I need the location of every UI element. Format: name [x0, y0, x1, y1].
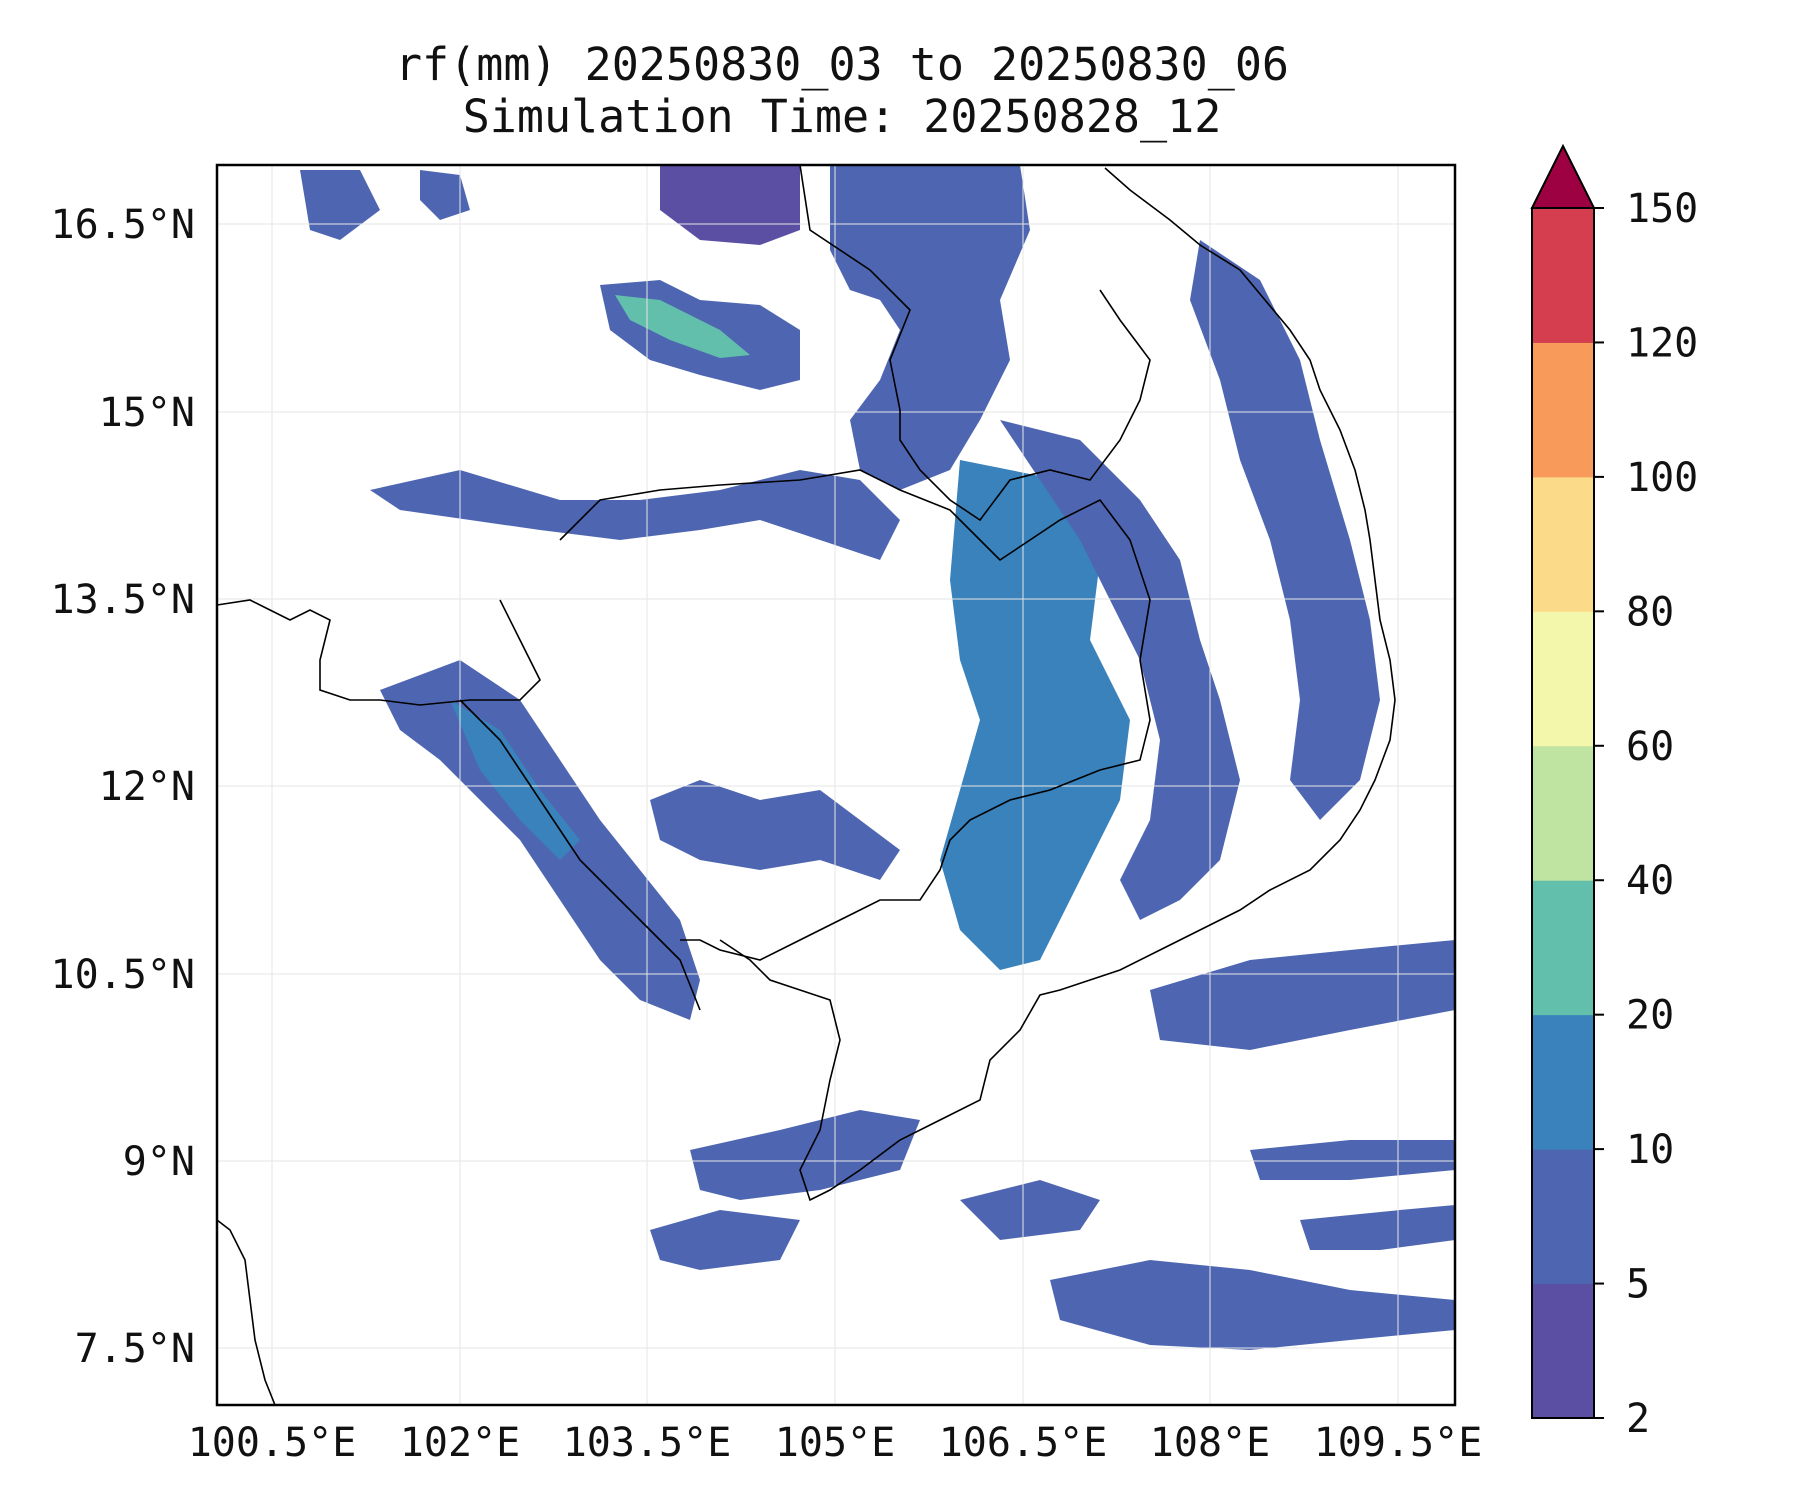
rainfall-field — [300, 165, 1455, 1350]
colorbar-tick-label: 150 — [1626, 186, 1698, 232]
colorbar-tick-label: 40 — [1626, 858, 1674, 904]
lon-tick-label: 103.5°E — [563, 1420, 732, 1466]
rain-region-south-sea-4 — [960, 1180, 1100, 1240]
colorbar-frame — [1531, 207, 1595, 1419]
rain-region-northwest — [300, 170, 380, 240]
rain-region-east-highlands-outer — [1000, 420, 1240, 920]
rain-region-south-sea-1 — [690, 1110, 920, 1200]
lon-tick-label: 108°E — [1150, 1420, 1270, 1466]
rain-region-south-coast — [1150, 940, 1455, 1050]
colorbar-swatch — [1532, 208, 1594, 343]
rain-region-north-east — [830, 165, 1030, 490]
coastline-malay — [217, 1219, 276, 1405]
lon-tick-label: 105°E — [775, 1420, 895, 1466]
lat-tick-labels: 16.5°N 15°N 13.5°N 12°N 10.5°N 9°N 7.5°N — [51, 202, 196, 1372]
rain-belt-central — [370, 470, 900, 560]
rain-region-coast-east — [1190, 240, 1380, 820]
coastline-thailand-gulf — [459, 699, 701, 1011]
rain-region-south-sea-6 — [1300, 1205, 1455, 1250]
rain-band-teal-core — [615, 295, 750, 358]
colorbar-tick-label: 5 — [1626, 1262, 1650, 1308]
title-line-1: rf(mm) 20250830_03 to 20250830_06 — [395, 38, 1289, 91]
rain-region-south-sea-2 — [650, 1210, 800, 1270]
colorbar-tick-label: 80 — [1626, 589, 1674, 635]
lat-tick-label: 16.5°N — [51, 202, 196, 248]
rain-region-east-highlands — [940, 460, 1130, 970]
map-frame — [215, 163, 1457, 1407]
colorbar-swatch — [1532, 1014, 1594, 1150]
colorbar-swatch — [1532, 476, 1594, 612]
lat-tick-label: 9°N — [123, 1139, 195, 1185]
lat-tick-label: 7.5°N — [75, 1326, 195, 1372]
rain-region-mekong-west — [650, 780, 900, 880]
rain-region-gulf-coast-core — [450, 700, 580, 860]
colorbar-swatch — [1532, 342, 1594, 478]
colorbar-extend-arrow — [1530, 143, 1596, 209]
colorbar-swatch — [1532, 611, 1594, 747]
lat-tick-label: 13.5°N — [51, 577, 196, 623]
gridlines — [217, 165, 1455, 1405]
map-panel — [215, 163, 1457, 1407]
title-line-2: Simulation Time: 20250828_12 — [463, 90, 1222, 143]
rain-region-north — [660, 165, 800, 245]
border-thailand-cambodia — [217, 599, 541, 706]
lon-tick-labels: 100.5°E 102°E 103.5°E 105°E 106.5°E 108°… — [188, 1420, 1483, 1466]
colorbar-tick-label: 20 — [1626, 993, 1674, 1039]
border-cambodia — [559, 469, 1151, 961]
lat-tick-label: 12°N — [99, 764, 195, 810]
lon-tick-label: 106.5°E — [939, 1420, 1108, 1466]
colorbar-tick-label: 100 — [1626, 455, 1698, 501]
lon-tick-label: 102°E — [400, 1420, 520, 1466]
lon-tick-label: 109.5°E — [1314, 1420, 1483, 1466]
colorbar-swatch — [1532, 745, 1594, 881]
rain-region-south-sea-5 — [1250, 1140, 1455, 1180]
colorbar-swatch — [1532, 1149, 1594, 1285]
colorbar-tick-label: 120 — [1626, 320, 1698, 366]
colorbar-tick-label: 2 — [1626, 1396, 1650, 1442]
colorbar-swatch — [1532, 1283, 1594, 1419]
rain-region-south-sea-3 — [1050, 1260, 1455, 1350]
lon-tick-label: 100.5°E — [188, 1420, 357, 1466]
colorbar-swatch — [1532, 880, 1594, 1016]
colorbar-tick-label: 10 — [1626, 1127, 1674, 1173]
rain-region-northwest-2 — [420, 170, 470, 220]
lat-tick-label: 15°N — [99, 390, 195, 436]
border-laos-vietnam — [799, 165, 1151, 522]
lat-tick-label: 10.5°N — [51, 952, 196, 998]
coastlines-and-borders — [217, 165, 1396, 1405]
colorbar: 2 5 10 20 40 60 80 100 120 150 — [1530, 143, 1698, 1442]
coastline-vietnam — [719, 167, 1396, 1202]
colorbar-tick-label: 60 — [1626, 724, 1674, 770]
